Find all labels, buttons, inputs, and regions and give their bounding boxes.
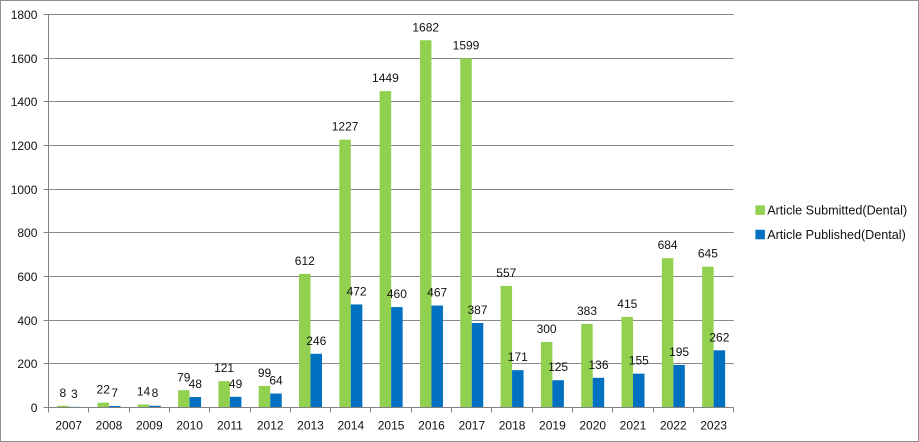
svg-text:1449: 1449 [372, 71, 399, 85]
svg-text:8: 8 [151, 385, 158, 399]
svg-text:99: 99 [257, 365, 271, 379]
svg-text:472: 472 [346, 284, 366, 298]
svg-text:2012: 2012 [256, 418, 283, 432]
svg-text:3: 3 [71, 386, 78, 400]
svg-text:2013: 2013 [297, 418, 324, 432]
svg-text:Article Submitted(Dental): Article Submitted(Dental) [767, 203, 907, 217]
svg-text:2016: 2016 [418, 418, 445, 432]
svg-text:2010: 2010 [176, 418, 203, 432]
svg-text:7: 7 [111, 386, 118, 400]
svg-text:460: 460 [386, 287, 406, 301]
svg-text:Article Published(Dental): Article Published(Dental) [767, 227, 906, 241]
svg-text:2020: 2020 [579, 418, 606, 432]
svg-text:383: 383 [576, 303, 596, 317]
svg-text:2023: 2023 [700, 418, 727, 432]
svg-text:0: 0 [30, 400, 37, 414]
svg-text:645: 645 [697, 246, 717, 260]
svg-text:467: 467 [427, 285, 447, 299]
svg-text:800: 800 [17, 225, 37, 239]
svg-text:64: 64 [269, 373, 283, 387]
svg-text:1000: 1000 [10, 182, 37, 196]
svg-text:48: 48 [188, 377, 202, 391]
svg-text:8: 8 [59, 385, 66, 399]
svg-text:2014: 2014 [337, 418, 364, 432]
svg-text:246: 246 [306, 333, 326, 347]
svg-text:2022: 2022 [659, 418, 686, 432]
svg-text:600: 600 [17, 269, 37, 283]
svg-text:415: 415 [617, 296, 637, 310]
svg-text:612: 612 [294, 253, 314, 267]
svg-text:2021: 2021 [619, 418, 646, 432]
svg-text:2009: 2009 [135, 418, 162, 432]
svg-text:300: 300 [536, 322, 556, 336]
svg-text:2011: 2011 [216, 418, 242, 432]
svg-text:121: 121 [214, 361, 234, 375]
svg-text:2017: 2017 [458, 418, 485, 432]
svg-text:400: 400 [17, 313, 37, 327]
svg-text:1682: 1682 [412, 20, 439, 34]
svg-text:2018: 2018 [498, 418, 525, 432]
svg-text:262: 262 [709, 330, 729, 344]
svg-text:22: 22 [96, 382, 110, 396]
svg-text:2008: 2008 [95, 418, 122, 432]
svg-text:14: 14 [136, 384, 150, 398]
svg-text:1227: 1227 [331, 119, 358, 133]
svg-text:200: 200 [17, 356, 37, 370]
svg-text:1400: 1400 [10, 94, 37, 108]
svg-text:1200: 1200 [10, 138, 37, 152]
svg-text:2007: 2007 [55, 418, 82, 432]
svg-text:387: 387 [467, 303, 487, 317]
svg-text:2015: 2015 [377, 418, 404, 432]
svg-text:125: 125 [548, 360, 568, 374]
svg-text:49: 49 [228, 376, 242, 390]
svg-text:684: 684 [657, 238, 677, 252]
svg-text:79: 79 [177, 370, 191, 384]
svg-text:1600: 1600 [10, 51, 37, 65]
svg-text:136: 136 [588, 357, 608, 371]
svg-text:1599: 1599 [452, 38, 479, 52]
svg-text:195: 195 [669, 344, 689, 358]
svg-text:1800: 1800 [10, 7, 37, 21]
svg-text:171: 171 [507, 350, 527, 364]
svg-text:557: 557 [496, 265, 516, 279]
svg-text:155: 155 [628, 353, 648, 367]
svg-text:2019: 2019 [539, 418, 566, 432]
